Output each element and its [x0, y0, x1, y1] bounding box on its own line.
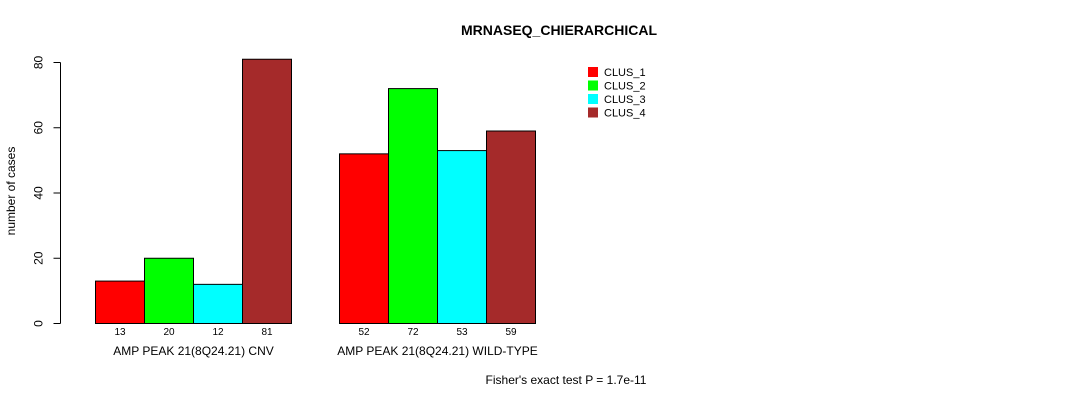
y-tick-label: 20: [32, 251, 46, 265]
bar-clus-1: [339, 153, 389, 324]
legend-swatch: [588, 107, 598, 118]
bar-clus-2: [144, 257, 194, 324]
y-tick-label: 40: [32, 186, 46, 200]
bar-group: [95, 58, 292, 325]
bar-clus-1: [95, 280, 145, 324]
y-tick-label: 60: [32, 121, 46, 135]
legend-item: CLUS_3: [588, 94, 646, 106]
bar-value-label: 20: [163, 327, 175, 338]
legend-swatch: [588, 67, 598, 77]
legend-label: CLUS_3: [604, 94, 646, 106]
bar-clus-4: [486, 130, 536, 324]
legend-label: CLUS_4: [604, 108, 646, 120]
bar-value-label: 72: [407, 327, 419, 338]
fisher-test-footnote: Fisher's exact test P = 1.7e-11: [486, 373, 647, 387]
legend-item: CLUS_2: [588, 80, 646, 93]
bar-clus-3: [437, 150, 487, 324]
bar-value-label: 13: [114, 327, 126, 338]
bar-value-label: 59: [505, 327, 517, 338]
bar-group: [339, 88, 536, 324]
bar-value-label: 53: [456, 327, 468, 338]
y-tick-label: 0: [32, 320, 46, 327]
bar-value-label: 81: [261, 327, 273, 338]
legend-label: CLUS_1: [604, 67, 646, 79]
x-axis-category-labels: AMP PEAK 21(8Q24.21) CNV AMP PEAK 21(8Q24…: [113, 344, 538, 358]
bar-value-label: 12: [212, 327, 224, 338]
legend-swatch: [588, 94, 598, 104]
bar-clus-4: [242, 58, 292, 325]
legend-item: CLUS_1: [588, 67, 646, 79]
bar-groups: [95, 58, 536, 325]
bar-clus-3: [193, 283, 243, 325]
y-axis: 0 20 40 60 80: [32, 56, 61, 327]
legend-swatch: [588, 80, 598, 91]
legend-item: CLUS_4: [588, 107, 646, 120]
x-category-label: AMP PEAK 21(8Q24.21) CNV: [113, 344, 274, 358]
x-category-label: AMP PEAK 21(8Q24.21) WILD-TYPE: [337, 344, 538, 358]
bar-value-labels: 13 20 12 81 52 72 53 59: [114, 327, 517, 338]
y-tick-label: 80: [32, 56, 46, 70]
y-axis-label: number of cases: [4, 147, 18, 236]
bar-value-label: 52: [358, 327, 370, 338]
bar-clus-2: [388, 88, 438, 324]
legend-label: CLUS_2: [604, 81, 646, 93]
chart-title: MRNASEQ_CHIERARCHICAL: [461, 22, 657, 38]
